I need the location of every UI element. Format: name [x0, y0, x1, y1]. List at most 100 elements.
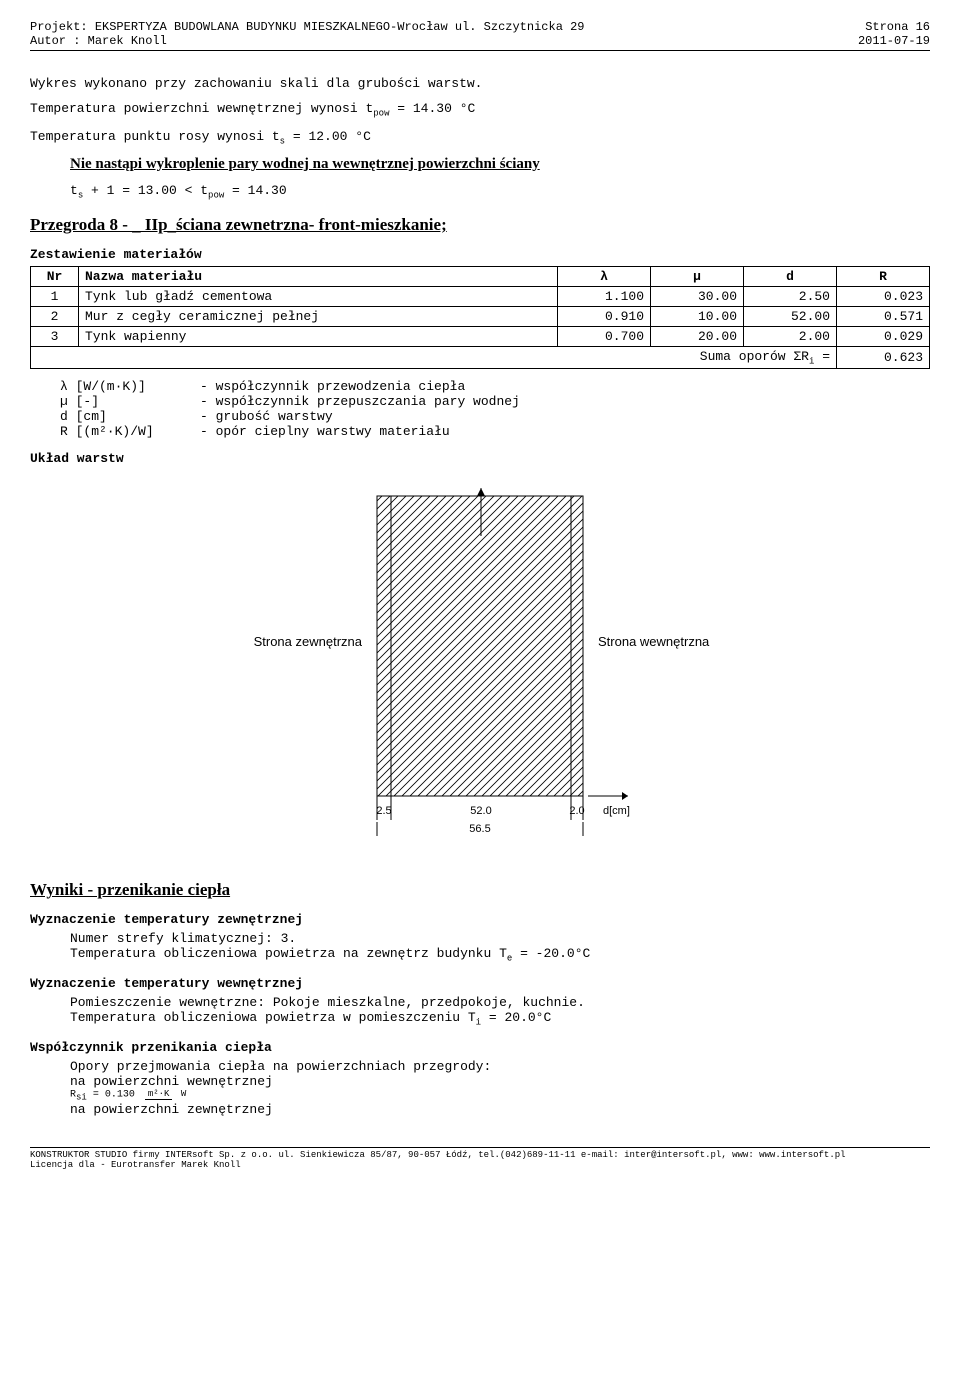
legend-row: µ [-] - współczynnik przepuszczania pary…: [60, 394, 930, 409]
materials-heading: Zestawienie materiałów: [30, 247, 930, 262]
cell: 0.023: [837, 286, 930, 306]
legend-desc: - grubość warstwy: [200, 409, 333, 424]
layer-diagram-svg: Strona zewnętrznaStrona wewnętrzna2.552.…: [200, 486, 760, 866]
temp-int-l1: Pomieszczenie wewnętrzne: Pokoje mieszka…: [70, 995, 930, 1010]
sum-value: 0.623: [837, 346, 930, 369]
cell: Tynk lub gładź cementowa: [79, 286, 558, 306]
t: = 14.30: [224, 183, 286, 198]
coef-heading: Współczynnik przenikania ciepła: [30, 1040, 930, 1055]
t: + 1 = 13.00 < t: [83, 183, 208, 198]
table-row: 1 Tynk lub gładź cementowa 1.100 30.00 2…: [31, 286, 930, 306]
col-mu: µ: [651, 266, 744, 286]
svg-text:Strona wewnętrzna: Strona wewnętrzna: [598, 634, 710, 649]
cell: 20.00: [651, 326, 744, 346]
col-lambda: λ: [558, 266, 651, 286]
t: = -20.0°C: [512, 946, 590, 961]
sum-label-cell: Suma oporów ΣRi =: [31, 346, 837, 369]
cell: 1: [31, 286, 79, 306]
legend-key: λ [W/(m·K)]: [60, 379, 200, 394]
section8-title: Przegroda 8 - _ IIp_ściana zewnetrzna- f…: [30, 215, 930, 235]
bold-condensation-line: Nie nastąpi wykroplenie pary wodnej na w…: [70, 156, 930, 173]
author-label: Autor :: [30, 34, 80, 48]
intro-line1: Wykres wykonano przy zachowaniu skali dl…: [30, 76, 930, 91]
t: = 12.00: [285, 129, 355, 144]
t: Temperatura obliczeniowa powietrza w pom…: [70, 1010, 476, 1025]
author-name: Marek Knoll: [88, 34, 167, 48]
sub: si: [76, 1092, 87, 1102]
cell: 1.100: [558, 286, 651, 306]
uklad-title: Układ warstw: [30, 451, 930, 466]
cell: 30.00: [651, 286, 744, 306]
svg-text:2.0: 2.0: [569, 805, 584, 817]
temp-int-heading: Wyznaczenie temperatury wewnętrznej: [30, 976, 930, 991]
legend-desc: - współczynnik przewodzenia ciepła: [200, 379, 465, 394]
svg-text:d[cm]: d[cm]: [603, 805, 630, 817]
t: Suma oporów ΣR: [700, 349, 809, 364]
t: Temperatura powierzchni wewnętrznej wyno…: [30, 101, 373, 116]
legend-row: R [(m²·K)/W] - opór cieplny warstwy mate…: [60, 424, 930, 439]
cell: 3: [31, 326, 79, 346]
table-row: 2 Mur z cegły ceramicznej pełnej 0.910 1…: [31, 306, 930, 326]
col-d: d: [744, 266, 837, 286]
col-name: Nazwa materiału: [79, 266, 558, 286]
layer-diagram: Strona zewnętrznaStrona wewnętrzna2.552.…: [30, 486, 930, 866]
t: = 0.130: [87, 1089, 135, 1100]
condition-line: ts + 1 = 13.00 < tpow = 14.30: [70, 183, 930, 201]
footer-l1: KONSTRUKTOR STUDIO firmy INTERsoft Sp. z…: [30, 1150, 930, 1160]
cell: 52.00: [744, 306, 837, 326]
cell: 2: [31, 306, 79, 326]
header-left: Projekt: EKSPERTYZA BUDOWLANA BUDYNKU MI…: [30, 20, 585, 48]
t: Temperatura obliczeniowa powietrza na ze…: [70, 946, 507, 961]
page-header: Projekt: EKSPERTYZA BUDOWLANA BUDYNKU MI…: [30, 20, 930, 51]
page-number: Strona 16: [865, 20, 930, 34]
footer-l2: Licencja dla - Eurotransfer Marek Knoll: [30, 1160, 930, 1170]
table-sum-row: Suma oporów ΣRi = 0.623: [31, 346, 930, 369]
t: Temperatura punktu rosy wynosi t: [30, 129, 280, 144]
coef-formula: Rsi = 0.130 m²·K W: [70, 1089, 930, 1103]
svg-text:Strona zewnętrzna: Strona zewnętrzna: [254, 634, 363, 649]
intro-line2: Temperatura powierzchni wewnętrznej wyno…: [30, 101, 930, 119]
project-label: Projekt:: [30, 20, 88, 34]
cell: Mur z cegły ceramicznej pełnej: [79, 306, 558, 326]
cell: Tynk wapienny: [79, 326, 558, 346]
coef-l1: Opory przejmowania ciepła na powierzchni…: [70, 1059, 930, 1074]
legend-row: d [cm] - grubość warstwy: [60, 409, 930, 424]
legend-desc: - opór cieplny warstwy materiału: [200, 424, 450, 439]
svg-text:56.5: 56.5: [469, 823, 490, 835]
header-right: Strona 16 2011-07-19: [858, 20, 930, 48]
col-r: R: [837, 266, 930, 286]
table-row: 3 Tynk wapienny 0.700 20.00 2.00 0.029: [31, 326, 930, 346]
cell: 0.910: [558, 306, 651, 326]
coef-l2: na powierzchni wewnętrznej: [70, 1074, 930, 1089]
fraction: m²·K W: [145, 1089, 189, 1099]
temp-ext-l1: Numer strefy klimatycznej: 3.: [70, 931, 930, 946]
legend-key: R [(m²·K)/W]: [60, 424, 200, 439]
cell: 0.700: [558, 326, 651, 346]
temp-ext-heading: Wyznaczenie temperatury zewnętrznej: [30, 912, 930, 927]
sub: pow: [373, 109, 389, 119]
t: t: [70, 183, 78, 198]
legend-row: λ [W/(m·K)] - współczynnik przewodzenia …: [60, 379, 930, 394]
sub: pow: [208, 191, 224, 201]
unit: °C: [460, 101, 476, 116]
legend-key: µ [-]: [60, 394, 200, 409]
cell: 0.571: [837, 306, 930, 326]
project-name: EKSPERTYZA BUDOWLANA BUDYNKU MIESZKALNEG…: [95, 20, 585, 34]
page-date: 2011-07-19: [858, 34, 930, 48]
temp-int-l2: Temperatura obliczeniowa powietrza w pom…: [70, 1010, 930, 1028]
t: = 14.30: [389, 101, 459, 116]
cell: 2.00: [744, 326, 837, 346]
t: = 20.0°C: [481, 1010, 551, 1025]
table-header-row: Nr Nazwa materiału λ µ d R: [31, 266, 930, 286]
cell: 2.50: [744, 286, 837, 306]
svg-text:52.0: 52.0: [470, 805, 491, 817]
unit: °C: [355, 129, 371, 144]
cell: 0.029: [837, 326, 930, 346]
coef-l3: na powierzchni zewnętrznej: [70, 1102, 930, 1117]
t: =: [814, 349, 830, 364]
results-title: Wyniki - przenikanie ciepła: [30, 880, 930, 900]
intro-line3: Temperatura punktu rosy wynosi ts = 12.0…: [30, 129, 930, 147]
cell: 10.00: [651, 306, 744, 326]
frac-bot: W: [178, 1089, 189, 1099]
legend-key: d [cm]: [60, 409, 200, 424]
